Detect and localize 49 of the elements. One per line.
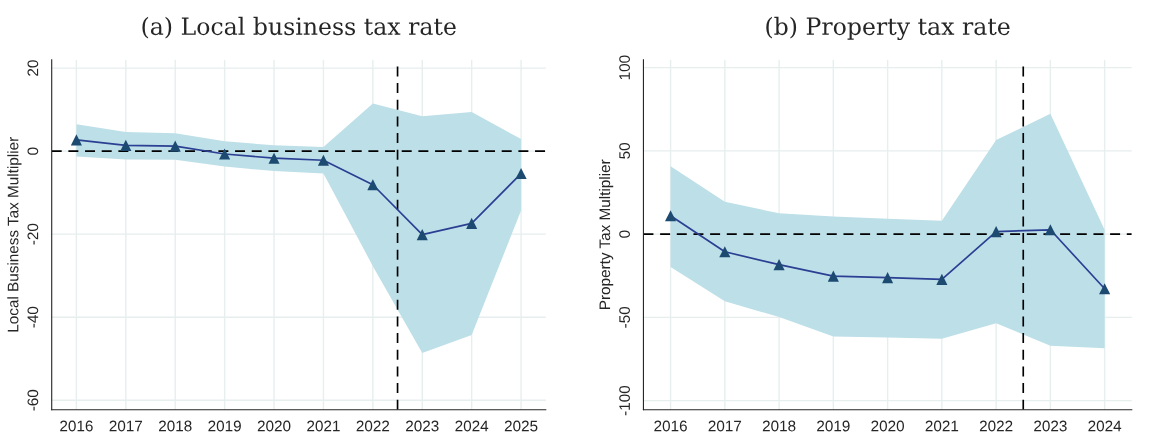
point	[317, 154, 329, 166]
x-tick-label: 2018	[159, 420, 192, 432]
x-tick-label: 2023	[406, 420, 439, 432]
point	[416, 229, 428, 241]
chart-title: (b) Property tax rate	[766, 16, 1010, 41]
point	[466, 217, 478, 229]
x-tick-label: 2023	[1034, 420, 1067, 432]
point	[169, 140, 181, 152]
x-tick-label: 2021	[307, 420, 340, 432]
y-tick-label: 0	[27, 147, 39, 155]
y-tick-label: -50	[619, 306, 630, 328]
point	[120, 139, 132, 151]
y-tick-label: 20	[27, 60, 39, 76]
y-tick-label: 50	[619, 142, 630, 159]
point	[936, 273, 948, 285]
point	[515, 168, 527, 180]
x-tick-label: 2021	[925, 420, 959, 432]
point	[1044, 224, 1056, 236]
point	[990, 226, 1002, 238]
y-tick-label: -40	[27, 306, 39, 328]
x-tick-label: 2017	[109, 420, 143, 432]
x-tick-label: 2018	[762, 420, 796, 432]
y-tick-label: 0	[619, 230, 630, 238]
point	[773, 259, 785, 271]
point	[219, 148, 231, 160]
x-tick-label: 2025	[504, 420, 538, 432]
point	[268, 152, 280, 164]
x-tick-label: 2016	[60, 420, 93, 432]
x-tick-label: 2020	[871, 420, 904, 432]
y-axis-title: Local Business Tax Multiplier	[7, 137, 22, 332]
x-tick-label: 2024	[455, 420, 489, 432]
y-tick-label: -20	[27, 223, 39, 245]
y-axis-title: Property Tax Multiplier	[598, 159, 614, 309]
chart-title: (a) Local business tax rate	[142, 16, 456, 39]
x-tick-label: 2016	[654, 420, 687, 432]
y-tick-label: -100	[619, 385, 630, 416]
point	[882, 272, 894, 284]
x-tick-label: 2022	[979, 420, 1013, 432]
x-tick-label: 2024	[1088, 420, 1122, 432]
point	[827, 270, 839, 282]
y-tick-label: -60	[27, 389, 39, 411]
x-tick-label: 2019	[817, 420, 850, 432]
x-tick-label: 2020	[257, 420, 291, 432]
y-tick-label: 100	[619, 55, 630, 80]
x-tick-label: 2022	[356, 420, 390, 432]
x-tick-label: 2017	[708, 420, 742, 432]
x-tick-label: 2019	[208, 420, 241, 432]
point	[1099, 283, 1111, 295]
point	[665, 210, 677, 222]
